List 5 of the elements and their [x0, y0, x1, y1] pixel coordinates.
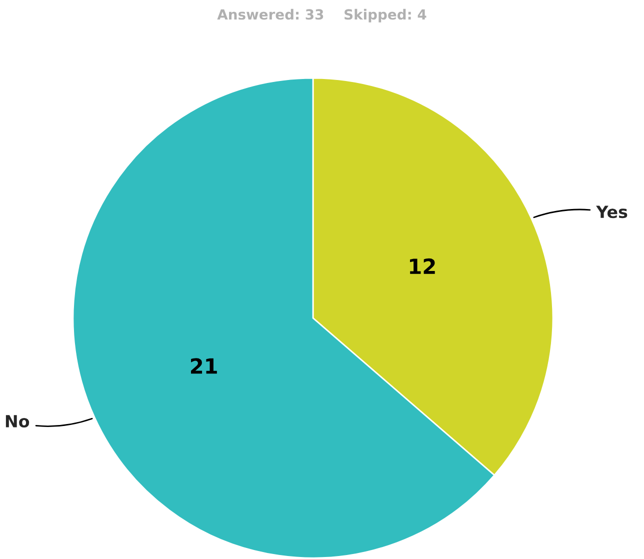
data-label: 12: [410, 258, 435, 274]
slice-label: Yes: [596, 206, 628, 218]
slice-label: No: [6, 415, 30, 428]
data-label: 21: [190, 358, 217, 374]
chart-title: Answered: 33 Skipped: 4: [217, 8, 426, 22]
